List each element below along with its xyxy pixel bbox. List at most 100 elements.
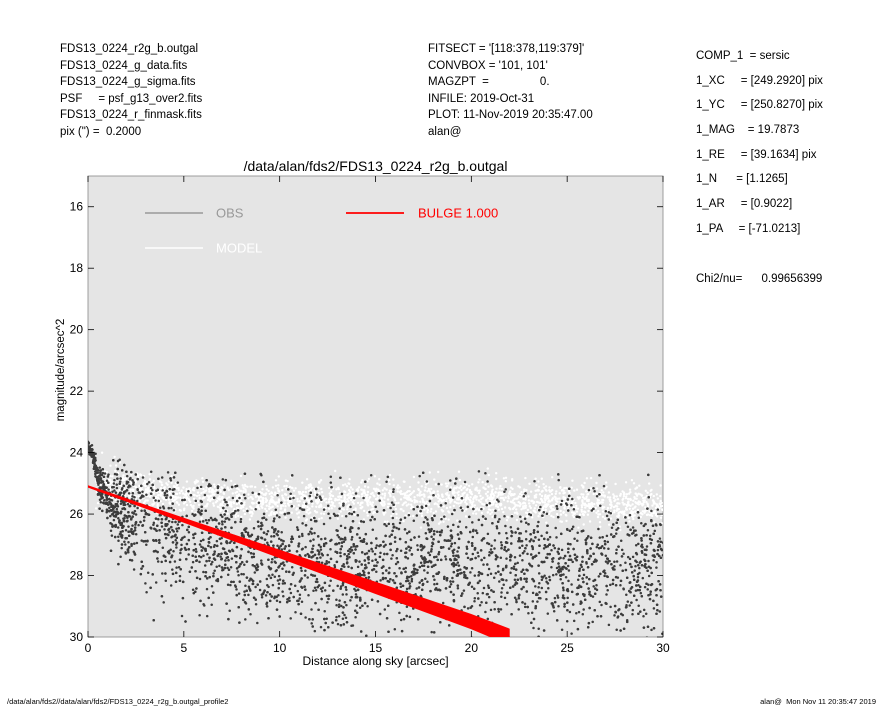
model-point: [314, 493, 317, 496]
obs-point: [493, 547, 496, 550]
model-point: [193, 494, 196, 497]
model-point: [218, 495, 221, 498]
model-point: [134, 481, 137, 484]
model-point: [606, 506, 610, 510]
obs-point: [647, 559, 650, 563]
obs-point: [206, 552, 209, 556]
model-point: [423, 489, 427, 492]
model-point: [608, 496, 612, 499]
obs-point: [622, 587, 625, 590]
model-point: [342, 508, 346, 511]
model-point: [388, 482, 391, 486]
obs-point: [625, 648, 628, 651]
obs-point: [575, 612, 578, 615]
obs-point: [388, 566, 391, 570]
model-point: [582, 510, 586, 513]
obs-point: [486, 532, 490, 536]
obs-point: [300, 600, 304, 604]
obs-point: [113, 472, 117, 476]
model-point: [531, 516, 534, 519]
model-point: [309, 484, 313, 487]
model-point: [598, 513, 602, 516]
parameter-line: 1_AR = [0.9022]: [696, 198, 793, 211]
obs-point: [281, 567, 284, 570]
model-point: [343, 490, 346, 493]
model-point: [128, 495, 131, 499]
obs-point: [135, 541, 139, 545]
model-point: [301, 490, 305, 494]
obs-point: [173, 560, 177, 563]
model-point: [644, 506, 647, 509]
obs-point: [330, 538, 333, 542]
model-point: [508, 492, 511, 495]
model-point: [174, 492, 177, 495]
obs-point: [230, 557, 234, 560]
obs-point: [345, 554, 349, 558]
obs-point: [229, 583, 232, 587]
model-point: [382, 511, 385, 515]
model-point: [221, 501, 224, 504]
model-point: [488, 497, 492, 500]
model-point: [570, 486, 573, 489]
model-point: [168, 501, 171, 504]
model-point: [219, 510, 222, 513]
obs-point: [300, 548, 304, 551]
obs-point: [289, 591, 293, 595]
obs-point: [592, 585, 595, 588]
obs-point: [336, 622, 340, 626]
model-point: [468, 498, 471, 501]
obs-point: [636, 572, 640, 576]
obs-point: [151, 488, 154, 492]
model-point: [543, 501, 546, 504]
model-point: [348, 478, 351, 481]
model-point: [330, 490, 333, 493]
model-point: [203, 495, 206, 499]
obs-point: [275, 532, 278, 536]
obs-point: [343, 526, 347, 530]
obs-point: [124, 528, 128, 532]
obs-point: [430, 547, 433, 551]
model-point: [139, 473, 142, 476]
obs-point: [537, 627, 540, 630]
model-point: [392, 496, 395, 499]
model-point: [211, 493, 214, 496]
obs-point: [203, 493, 207, 497]
model-point: [596, 501, 599, 504]
model-point: [619, 492, 622, 496]
obs-point: [433, 583, 436, 586]
obs-point: [122, 517, 125, 520]
model-point: [596, 515, 600, 519]
obs-point: [334, 550, 337, 553]
model-point: [277, 484, 280, 487]
model-point: [156, 496, 160, 500]
obs-point: [128, 558, 132, 562]
model-point: [639, 515, 642, 519]
obs-point: [246, 531, 250, 535]
obs-point: [469, 571, 472, 574]
obs-point: [458, 520, 462, 523]
obs-point: [433, 578, 436, 582]
obs-point: [587, 488, 591, 492]
model-point: [531, 499, 534, 503]
obs-point: [442, 546, 445, 549]
obs-point: [603, 574, 606, 578]
obs-point: [228, 541, 232, 544]
obs-point: [655, 524, 658, 527]
obs-point: [198, 613, 201, 617]
obs-point: [202, 554, 205, 557]
model-point: [242, 486, 245, 489]
obs-point: [399, 585, 403, 588]
obs-point: [365, 552, 369, 555]
model-point: [449, 501, 452, 504]
model-point: [319, 479, 323, 482]
model-point: [457, 493, 460, 497]
obs-point: [573, 537, 576, 541]
obs-point: [325, 617, 328, 621]
obs-point: [158, 506, 162, 509]
model-point: [311, 502, 314, 505]
obs-point: [653, 529, 657, 533]
model-point: [523, 504, 527, 508]
obs-point: [615, 560, 619, 563]
model-point: [234, 498, 237, 501]
obs-point: [451, 580, 455, 583]
